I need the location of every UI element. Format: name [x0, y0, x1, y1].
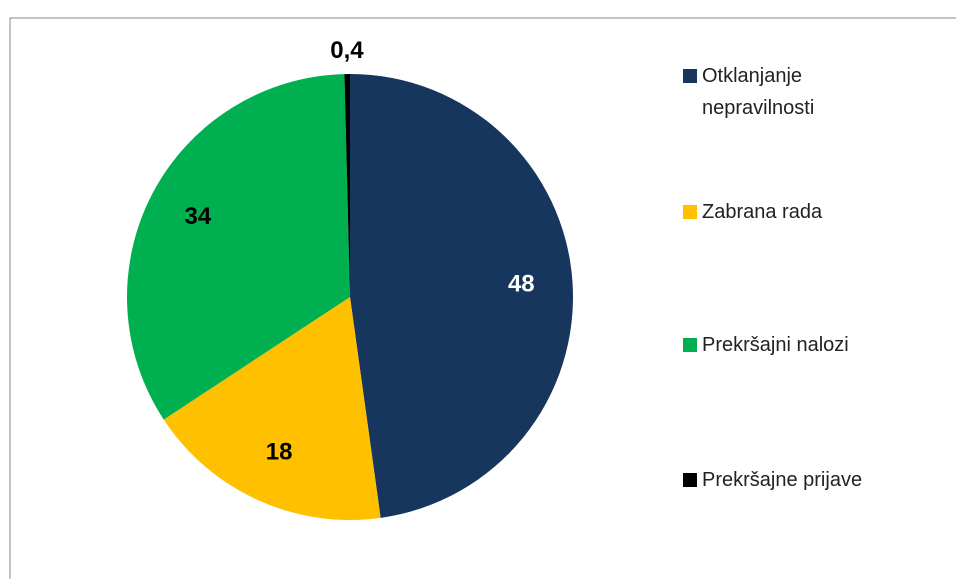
legend-label: Prekršajne prijave: [702, 469, 863, 491]
pie-slice: [163, 297, 381, 520]
legend-item: Prekršajne prijave: [680, 464, 907, 496]
legend-label: Zabrana rada: [702, 201, 823, 223]
pie-slice: [350, 74, 573, 518]
legend-swatch: [683, 473, 697, 487]
data-label: 48: [508, 271, 535, 298]
pie-slice: [344, 74, 350, 297]
legend-item: Zabrana rada: [680, 196, 907, 228]
legend-label: Prekršajni nalozi: [702, 334, 849, 356]
pie-slice: [127, 74, 350, 420]
chart-frame: [9, 17, 956, 579]
legend-swatch: [683, 205, 697, 219]
legend-label: Otklanjanje nepravilnosti: [702, 65, 815, 119]
legend-item: Otklanjanje nepravilnosti: [680, 60, 907, 124]
legend-swatch: [683, 69, 697, 83]
data-label: 0,4: [330, 37, 364, 64]
data-label: 18: [266, 439, 293, 466]
legend-item: Prekršajni nalozi: [680, 329, 907, 361]
data-label: 34: [184, 203, 211, 230]
legend-swatch: [683, 338, 697, 352]
